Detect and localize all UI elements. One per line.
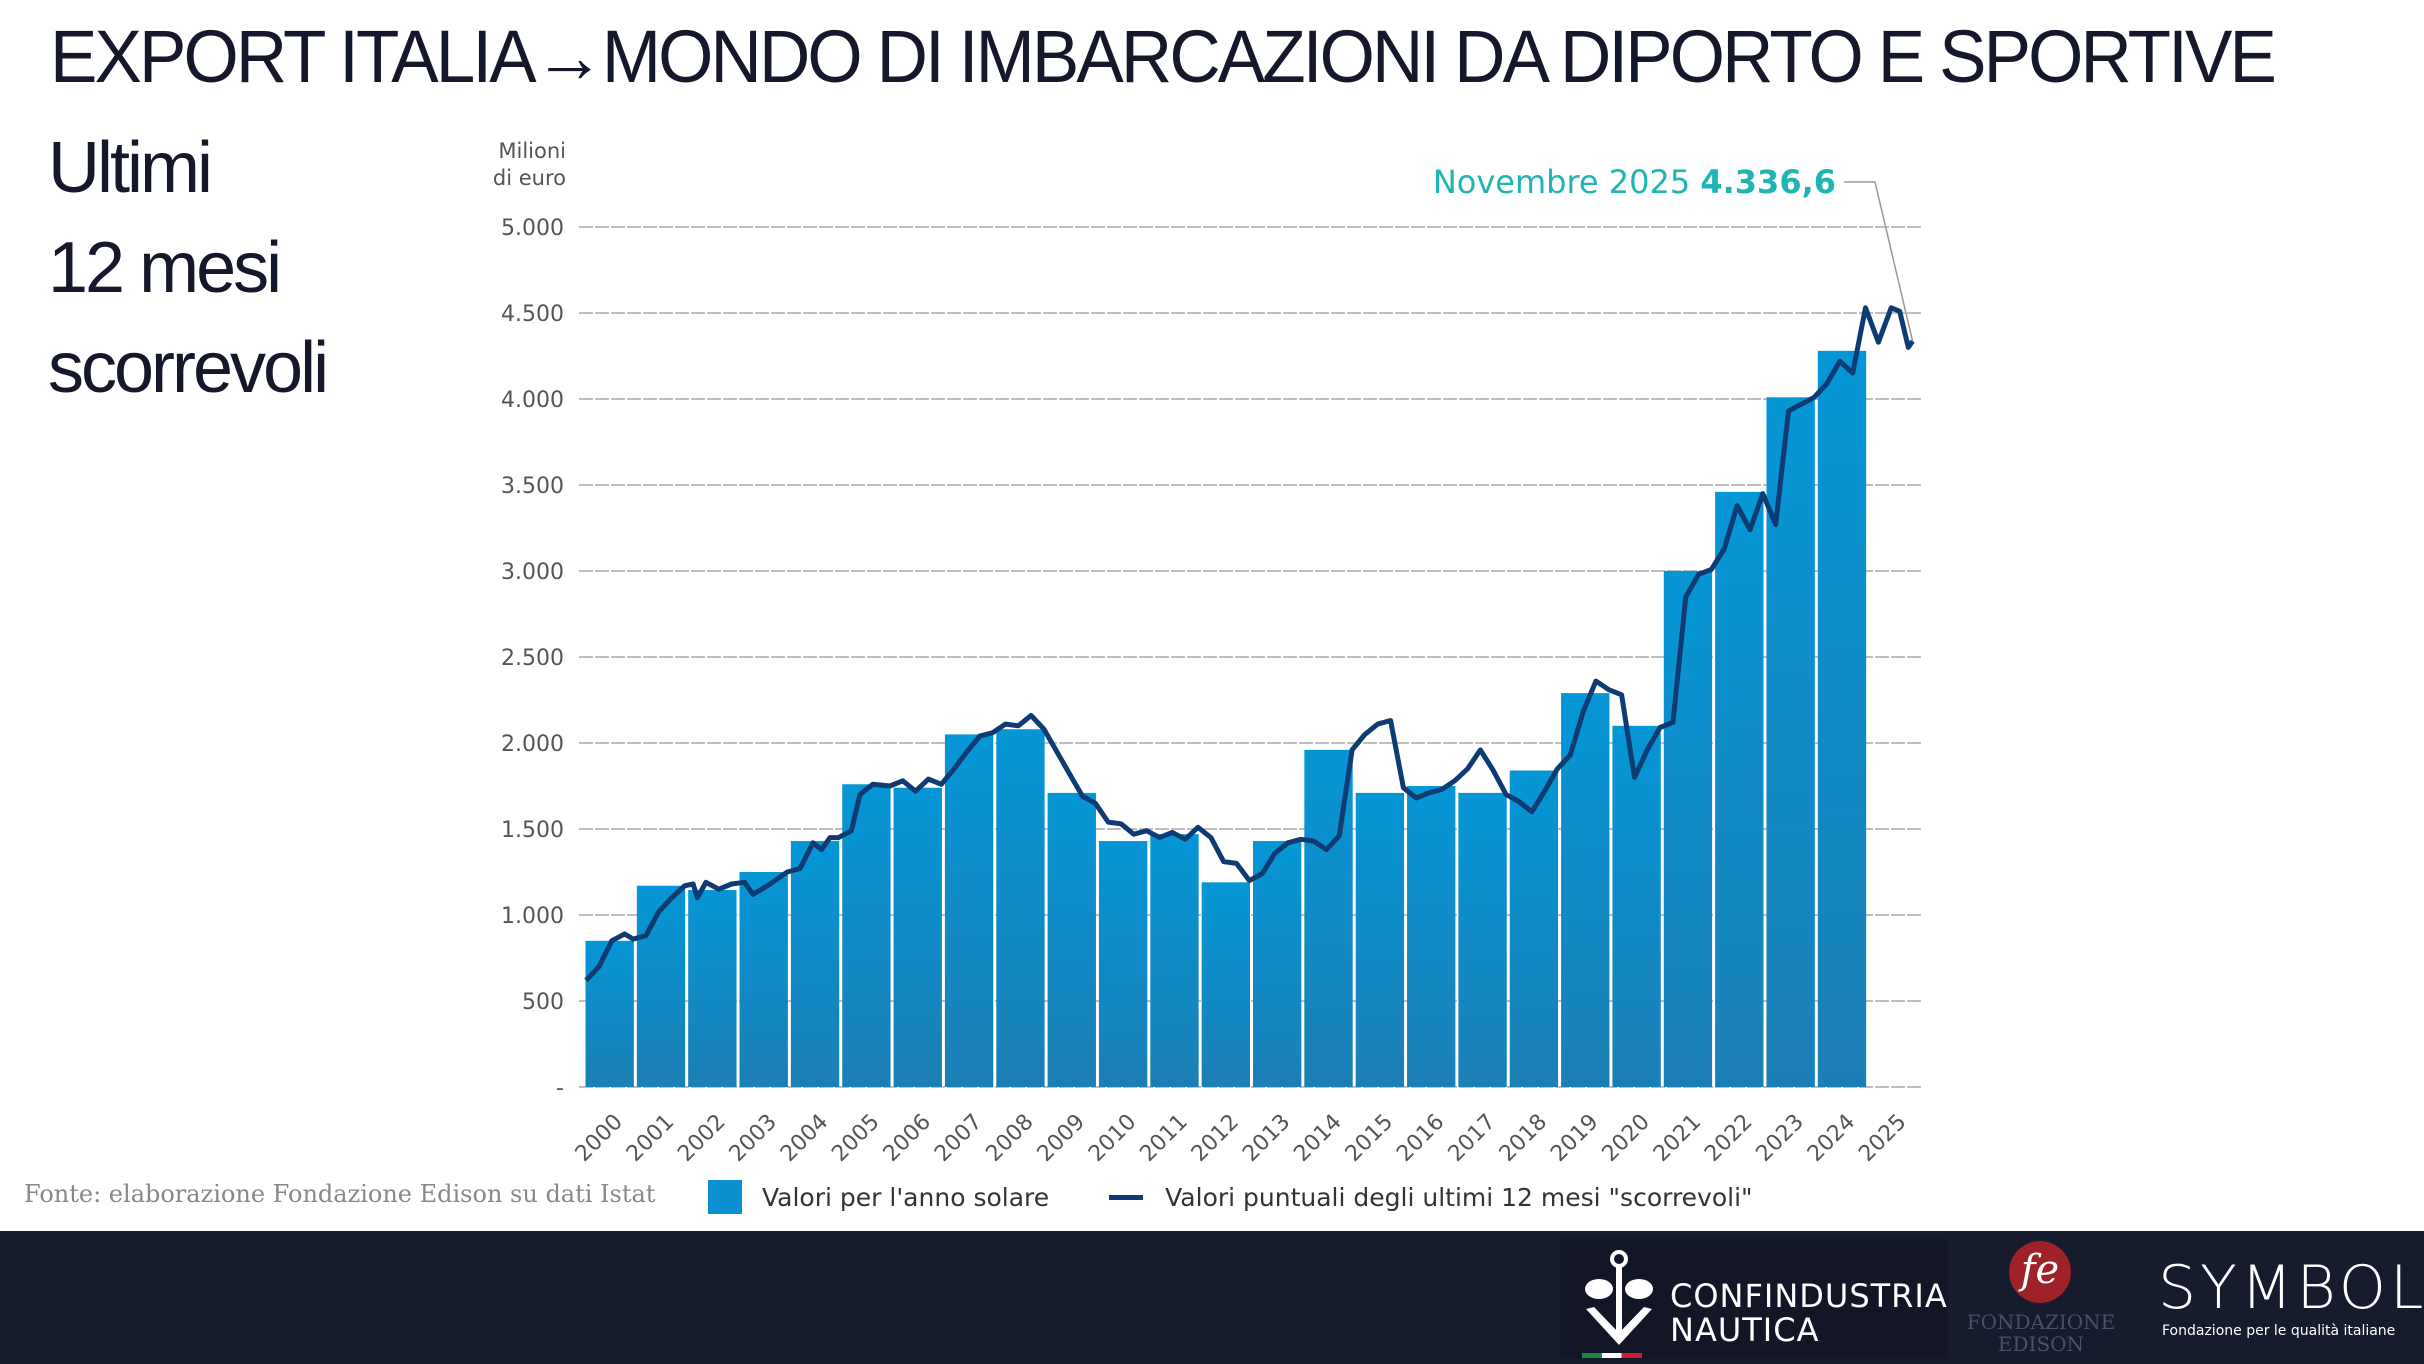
logo-text-line: NAUTICA [1670, 1311, 1820, 1349]
subtitle-line: 12 mesi [48, 228, 282, 308]
x-tick-label: 2018 [1495, 1110, 1552, 1167]
bar-2015 [1355, 792, 1405, 1087]
x-tick-label: 2008 [981, 1110, 1038, 1167]
y-tick-label: 1.000 [501, 904, 564, 929]
bar-2022 [1715, 491, 1764, 1087]
logo-text-line: EDISON [1997, 1332, 2085, 1356]
x-tick-label: 2003 [725, 1110, 782, 1167]
x-tick-label: 2007 [930, 1110, 987, 1167]
x-tick-label: 2013 [1238, 1110, 1295, 1167]
x-tick-label: 2023 [1752, 1110, 1809, 1167]
anchor-icon [1585, 1250, 1653, 1345]
bar-2012 [1201, 882, 1250, 1087]
fondazione-edison-logo-text: FONDAZIONE EDISON [1966, 1311, 2116, 1355]
y-tick-label: 5.000 [501, 216, 564, 241]
bar-2006 [893, 787, 942, 1087]
x-tick-label: 2010 [1084, 1110, 1141, 1167]
x-tick-label: 2001 [622, 1110, 679, 1167]
x-tick-label: 2009 [1033, 1110, 1090, 1167]
bar-2005 [842, 784, 891, 1087]
bar-2020 [1612, 725, 1661, 1087]
bar-2007 [944, 734, 994, 1087]
legend: Valori per l'anno solare Valori puntuali… [708, 1180, 1753, 1214]
x-tick-label: 2019 [1546, 1110, 1603, 1167]
y-tick-label: 500 [522, 990, 564, 1015]
legend-bar-label: Valori per l'anno solare [762, 1182, 1050, 1212]
annotation-label: Novembre 2025 4.336,6 [1433, 163, 1836, 201]
chart: - 500 1.000 1.500 2.000 2.500 3.000 3.500 4.000 4… [501, 163, 1921, 1167]
x-tick-label: 2000 [571, 1110, 628, 1167]
y-tick-label: 4.500 [501, 302, 564, 327]
x-tick-label: 2016 [1392, 1110, 1449, 1167]
source-note: Fonte: elaborazione Fondazione Edison su… [24, 1180, 656, 1208]
footer: CONFINDUSTRIA NAUTICA fe FONDAZIONE EDIS… [0, 1231, 2424, 1364]
bar-2004 [790, 841, 840, 1087]
x-tick-label: 2004 [776, 1110, 833, 1167]
confindustria-nautica-logo: CONFINDUSTRIA NAUTICA [1560, 1239, 1948, 1359]
bar-2017 [1458, 792, 1507, 1087]
bar-2024 [1817, 350, 1867, 1088]
y-tick-label: 4.000 [501, 388, 564, 413]
y-tick-label: 2.500 [501, 646, 564, 671]
annotation-leader-line [1844, 181, 1914, 342]
italian-flag-stripe [1582, 1353, 1642, 1358]
legend-line-label: Valori puntuali degli ultimi 12 mesi "sc… [1165, 1182, 1753, 1212]
logo-text-line: CONFINDUSTRIA [1670, 1277, 1948, 1315]
symbola-tagline: Fondazione per le qualità italiane [2162, 1323, 2396, 1339]
y-tick-label: 3.000 [501, 560, 564, 585]
y-tick-label: - [556, 1076, 564, 1101]
x-tick-label: 2020 [1598, 1110, 1655, 1167]
annotation-value: 4.336,6 [1700, 163, 1836, 201]
bar-2008 [996, 729, 1045, 1087]
bar-2009 [1047, 792, 1096, 1087]
bar-2018 [1509, 770, 1559, 1087]
x-tick-label: 2025 [1854, 1110, 1911, 1167]
page-title: EXPORT ITALIA→MONDO DI IMBARCAZIONI DA D… [50, 15, 2277, 98]
legend-line-swatch [1109, 1194, 1144, 1200]
bar-2002 [688, 890, 737, 1087]
legend-bar-swatch [708, 1180, 742, 1214]
x-tick-label: 2012 [1187, 1110, 1244, 1167]
bar-2021 [1663, 571, 1713, 1087]
y-axis-label-line: Milioni [498, 139, 566, 163]
y-tick-label: 1.500 [501, 818, 564, 843]
y-axis-label-line: di euro [492, 166, 566, 190]
logo-text-line: FONDAZIONE [1966, 1310, 2116, 1334]
bar-2016 [1407, 786, 1456, 1087]
bar-2003 [739, 872, 788, 1087]
bar-2001 [636, 885, 686, 1087]
fondazione-edison-logo-mark: fe [2009, 1241, 2071, 1303]
bar-2011 [1150, 834, 1199, 1087]
x-tick-label: 2006 [879, 1110, 936, 1167]
bar-2013 [1253, 841, 1302, 1087]
line-series-rolling-12-months [584, 305, 1915, 983]
x-tick-label: 2021 [1649, 1110, 1706, 1167]
x-tick-label: 2005 [827, 1110, 884, 1167]
y-tick-label: 2.000 [501, 732, 564, 757]
y-tick-label: 3.500 [501, 474, 564, 499]
x-tick-label: 2011 [1135, 1110, 1192, 1167]
x-tick-label: 2017 [1444, 1110, 1501, 1167]
y-axis-label: Milioni di euro [470, 138, 566, 192]
x-tick-label: 2022 [1700, 1110, 1757, 1167]
bar-2019 [1561, 693, 1610, 1087]
bar-2010 [1098, 841, 1148, 1087]
bar-2000 [585, 940, 634, 1087]
x-tick-label: 2014 [1289, 1110, 1346, 1167]
subtitle: Ultimi 12 mesi scorrevoli [48, 118, 329, 418]
x-tick-label: 2002 [673, 1110, 730, 1167]
symbola-logo: SYMBOLA [2158, 1253, 2424, 1323]
confindustria-nautica-text: CONFINDUSTRIA NAUTICA [1670, 1279, 1948, 1347]
annotation-date: Novembre 2025 [1433, 163, 1701, 201]
x-tick-label: 2024 [1803, 1110, 1860, 1167]
subtitle-line: Ultimi [48, 128, 213, 208]
x-tick-label: 2015 [1341, 1110, 1398, 1167]
bar-2023 [1766, 397, 1815, 1087]
subtitle-line: scorrevoli [48, 328, 329, 408]
